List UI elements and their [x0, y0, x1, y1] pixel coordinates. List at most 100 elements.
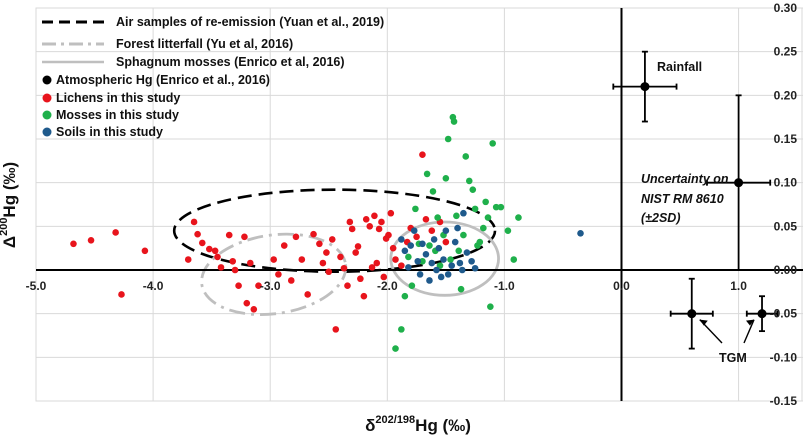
data-point [457, 285, 465, 293]
data-point [366, 223, 374, 230]
plot-frame [35, 7, 803, 402]
data-point [325, 268, 333, 276]
tgm-arrow-head [746, 319, 755, 326]
data-point [471, 205, 479, 213]
data-point [287, 277, 295, 284]
data-point [489, 140, 496, 147]
y-tick-label: 0.00 [774, 263, 798, 277]
data-point [405, 264, 412, 271]
data-point [332, 326, 340, 333]
legend-label-soils: Soils in this study [56, 125, 163, 139]
data-point [392, 256, 399, 263]
data-point [371, 212, 378, 220]
data-point [480, 224, 487, 232]
data-point [469, 186, 477, 193]
data-point [458, 266, 466, 274]
data-point [275, 271, 282, 278]
data-point [422, 216, 430, 223]
data-points [70, 82, 767, 352]
data-point [141, 247, 149, 255]
y-axis-title: Δ200Hg (‰) [0, 162, 19, 248]
data-point [217, 264, 225, 271]
data-point [112, 229, 119, 236]
legend-label-atmospheric: Atmospheric Hg (Enrico et al., 2016) [56, 73, 270, 87]
tgm-arrow-line [743, 319, 755, 344]
y-axis-title-superscript: 200 [0, 218, 10, 236]
ellipse-dash-dot [200, 232, 348, 316]
data-point [389, 244, 397, 252]
data-point [428, 259, 436, 267]
legend-label-litterfall: Forest litterfall (Yu et al, 2016) [116, 37, 293, 51]
data-point [426, 277, 433, 284]
data-point [340, 264, 348, 272]
data-point [497, 203, 505, 211]
data-point [292, 233, 300, 241]
tgm-arrows [699, 319, 755, 344]
data-point [298, 256, 306, 263]
data-point [235, 282, 242, 290]
x-tick-label: -4.0 [143, 279, 164, 293]
data-point [255, 282, 262, 290]
data-point [378, 218, 385, 226]
x-tick-label: -1.0 [494, 279, 515, 293]
data-point [440, 256, 447, 263]
data-point [435, 244, 443, 252]
data-point [401, 247, 409, 255]
data-point [429, 188, 437, 195]
data-point [423, 170, 431, 178]
data-point [398, 262, 405, 269]
x-axis-title-rest: Hg (‰) [415, 416, 471, 435]
y-tick-label: 0.05 [774, 219, 798, 233]
legend-label-mosses: Mosses in this study [56, 108, 179, 122]
data-point [453, 212, 460, 220]
data-point [444, 271, 452, 278]
data-point [198, 239, 206, 247]
data-point [408, 282, 416, 290]
y-axis-title-rest: Hg (‰) [0, 162, 19, 218]
data-point [211, 247, 219, 255]
tgm-arrow-head [699, 319, 708, 326]
data-point [184, 256, 192, 263]
data-point [360, 292, 368, 300]
ellipse-layer [172, 188, 500, 316]
legend-marker-soils [42, 127, 52, 137]
data-point [250, 306, 258, 313]
data-point [392, 345, 399, 352]
atmospheric-hg-point [757, 309, 767, 319]
data-point [337, 253, 344, 261]
tick-labels: 0.30 0.25 0.20 0.15 0.10 0.05 0.00 -0.05 -0.10 -0… [26, 1, 798, 408]
data-point [241, 233, 248, 241]
annotation-uncertainty-2: NIST RM 8610 [641, 192, 724, 206]
annotation-uncertainty-3: (±2SD) [641, 211, 681, 225]
y-tick-label: 0.30 [774, 1, 798, 15]
atmospheric-hg-point [640, 82, 650, 92]
data-point [373, 259, 381, 267]
data-point [460, 209, 467, 217]
data-point [246, 259, 254, 267]
legend-marker-mosses [42, 110, 52, 120]
data-point [206, 245, 213, 253]
data-point [357, 275, 364, 283]
data-point [468, 257, 475, 265]
annotation-rainfall: Rainfall [657, 60, 702, 74]
data-point [487, 303, 494, 310]
data-point [442, 227, 450, 234]
x-tick-label: -3.0 [260, 279, 281, 293]
y-tick-label: 0.20 [774, 88, 798, 102]
data-point [426, 242, 433, 249]
y-tick-label: 0.10 [774, 176, 798, 190]
data-point [482, 198, 489, 206]
data-point [398, 326, 405, 333]
data-point [231, 266, 239, 274]
data-point [190, 218, 198, 226]
data-point [442, 175, 450, 182]
data-point [344, 282, 351, 290]
data-point [319, 259, 327, 267]
legend: Air samples of re-emission (Yuan et al.,… [42, 15, 384, 139]
data-point [304, 291, 311, 298]
data-point [462, 153, 470, 160]
legend-marker-lichens [42, 93, 52, 103]
data-point [243, 299, 251, 307]
data-point [471, 264, 479, 272]
